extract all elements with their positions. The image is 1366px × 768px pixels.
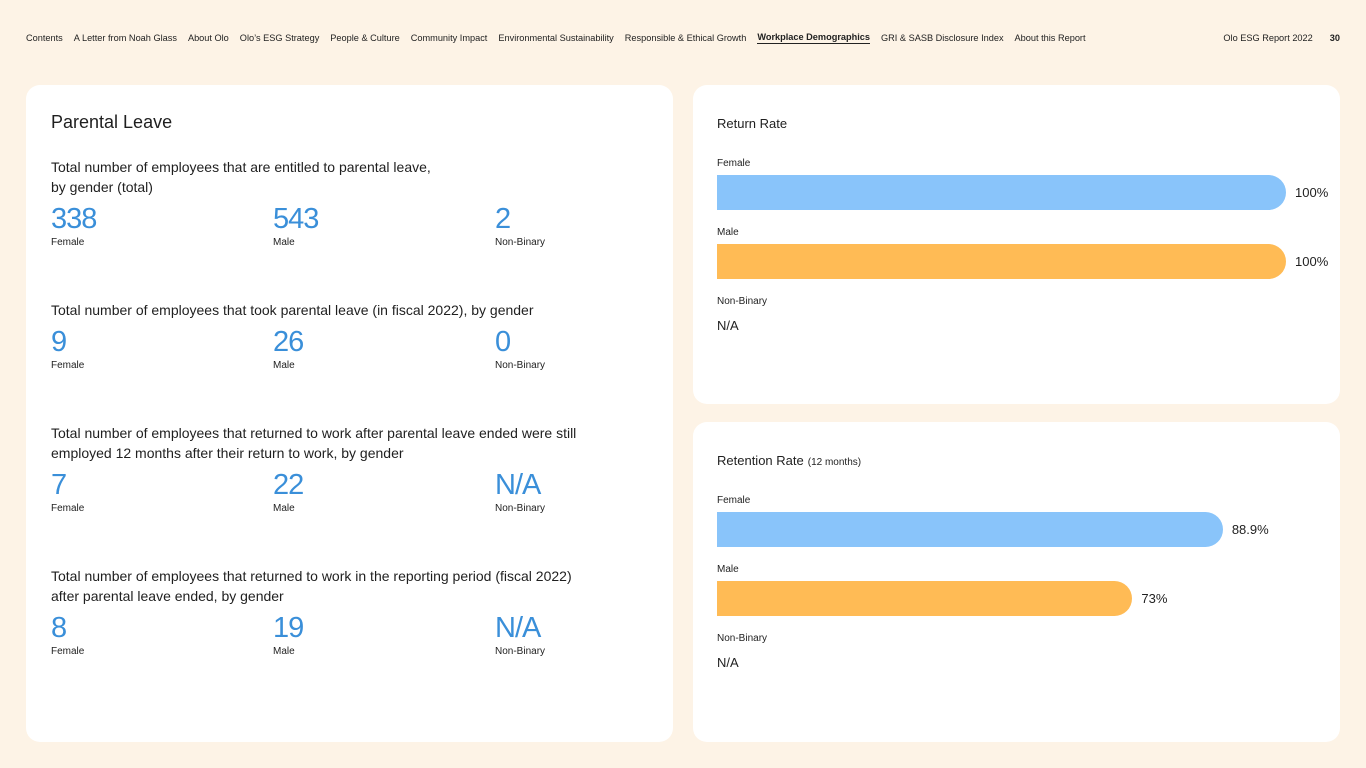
stat-value: 338 [51, 203, 97, 235]
bar-value-na: N/A [717, 318, 739, 333]
stat-label: Male [273, 237, 295, 248]
stat-male: 543 Male [273, 203, 319, 248]
stat-label: Non-Binary [495, 237, 546, 248]
bar-category-label: Male [717, 227, 739, 238]
stat-label: Female [51, 237, 85, 248]
bar-value-label: 88.9% [1231, 522, 1269, 537]
stat-value: 543 [273, 203, 319, 235]
stat-value: N/A [495, 469, 541, 501]
bar-male [717, 244, 1286, 279]
stat-label: Non-Binary [495, 646, 546, 657]
stats-row: 9 Female 26 Male 0 Non-Binary [51, 326, 651, 378]
nav-item-10[interactable]: About this Report [1014, 33, 1086, 43]
retention-rate-card: Retention Rate (12 months) Female 88.9% Male… [693, 422, 1340, 742]
nav-item-3[interactable]: Olo’s ESG Strategy [239, 33, 320, 43]
stat-label: Male [273, 360, 295, 371]
bar-value-label: 73% [1141, 591, 1168, 606]
stat-female: 9 Female [51, 326, 84, 371]
nav-right: Olo ESG Report 2022 30 [1223, 33, 1340, 43]
parental-leave-section-0: Total number of employees that are entit… [51, 157, 651, 255]
stat-value: 26 [273, 326, 304, 358]
section-label: Total number of employees that are entit… [51, 157, 651, 197]
stat-non-binary: 0 Non-Binary [495, 326, 545, 371]
section-label-line: by gender (total) [51, 179, 153, 195]
stat-female: 338 Female [51, 203, 97, 248]
section-label: Total number of employees that returned … [51, 423, 651, 463]
bar-female [717, 175, 1286, 210]
chart-title-text: Return Rate [717, 116, 788, 131]
parental-leave-section-1: Total number of employees that took pare… [51, 300, 651, 378]
section-label-line: Total number of employees that returned … [51, 568, 572, 584]
chart-title: Retention Rate (12 months) [717, 453, 861, 468]
stat-male: 19 Male [273, 612, 304, 657]
nav-item-6[interactable]: Environmental Sustainability [498, 33, 614, 43]
stat-label: Female [51, 360, 85, 371]
bar-category-label: Male [717, 564, 739, 575]
stats-row: 8 Female 19 Male N/A Non-Binary [51, 612, 651, 664]
bar-value-label: 100% [1295, 254, 1329, 269]
section-label: Total number of employees that returned … [51, 566, 651, 606]
parental-leave-card: Parental Leave Total number of employees… [26, 85, 673, 742]
nav-item-5[interactable]: Community Impact [410, 33, 488, 43]
stat-value: 7 [51, 469, 67, 501]
section-label-line: Total number of employees that returned … [51, 425, 577, 441]
parental-leave-title: Parental Leave [51, 112, 173, 132]
parental-leave-section-2: Total number of employees that returned … [51, 423, 651, 521]
stat-label: Non-Binary [495, 360, 546, 371]
bar-category-label: Non-Binary [717, 296, 768, 307]
stat-male: 22 Male [273, 469, 304, 514]
section-label: Total number of employees that took pare… [51, 300, 651, 320]
bar-category-label: Female [717, 495, 751, 506]
nav-item-1[interactable]: A Letter from Noah Glass [73, 33, 177, 43]
nav-item-9[interactable]: GRI & SASB Disclosure Index [881, 33, 1004, 43]
stat-value: 0 [495, 326, 511, 358]
top-navigation: Contents A Letter from Noah Glass About Ol… [26, 31, 1340, 45]
bar-value-na: N/A [717, 655, 739, 670]
stat-label: Male [273, 646, 295, 657]
chart-subtitle: (12 months) [807, 457, 862, 468]
stat-female: 8 Female [51, 612, 84, 657]
bar-value-label: 100% [1295, 185, 1329, 200]
stats-row: 338 Female 543 Male 2 Non-Binary [51, 203, 651, 255]
nav-items: Contents A Letter from Noah Glass About Ol… [26, 32, 1097, 44]
stats-row: 7 Female 22 Male N/A Non-Binary [51, 469, 651, 521]
nav-item-7[interactable]: Responsible & Ethical Growth [624, 33, 747, 43]
nav-item-0[interactable]: Contents [26, 33, 63, 43]
stat-non-binary: N/A Non-Binary [495, 612, 545, 657]
stat-value: 8 [51, 612, 67, 644]
nav-item-4[interactable]: People & Culture [330, 33, 400, 43]
report-title[interactable]: Olo ESG Report 2022 [1223, 33, 1313, 43]
stat-label: Female [51, 646, 85, 657]
page-number: 30 [1329, 33, 1340, 43]
chart-title-text: Retention Rate [717, 453, 804, 468]
bar-category-label: Female [717, 158, 751, 169]
section-label-line: after parental leave ended, by gender [51, 588, 284, 604]
stat-male: 26 Male [273, 326, 304, 371]
stat-label: Male [273, 503, 295, 514]
chart-title: Return Rate [717, 116, 787, 131]
stat-value: 2 [495, 203, 511, 235]
section-label-line: employed 12 months after their return to… [51, 445, 404, 461]
stat-value: 19 [273, 612, 304, 644]
bar-category-label: Non-Binary [717, 633, 768, 644]
bar-female [717, 512, 1223, 547]
stat-female: 7 Female [51, 469, 84, 514]
section-label-line: Total number of employees that took pare… [51, 302, 534, 318]
bar-male [717, 581, 1133, 616]
return-rate-card: Return Rate Female 100% Male 100% Non-Binary N… [693, 85, 1340, 404]
stat-label: Non-Binary [495, 503, 546, 514]
stat-label: Female [51, 503, 85, 514]
parental-leave-section-3: Total number of employees that returned … [51, 566, 651, 664]
stat-non-binary: N/A Non-Binary [495, 469, 545, 514]
nav-item-8[interactable]: Workplace Demographics [757, 32, 870, 44]
section-label-line: Total number of employees that are entit… [51, 159, 431, 175]
nav-item-2[interactable]: About Olo [187, 33, 229, 43]
stat-value: N/A [495, 612, 541, 644]
stat-non-binary: 2 Non-Binary [495, 203, 545, 248]
stat-value: 9 [51, 326, 67, 358]
stat-value: 22 [273, 469, 304, 501]
